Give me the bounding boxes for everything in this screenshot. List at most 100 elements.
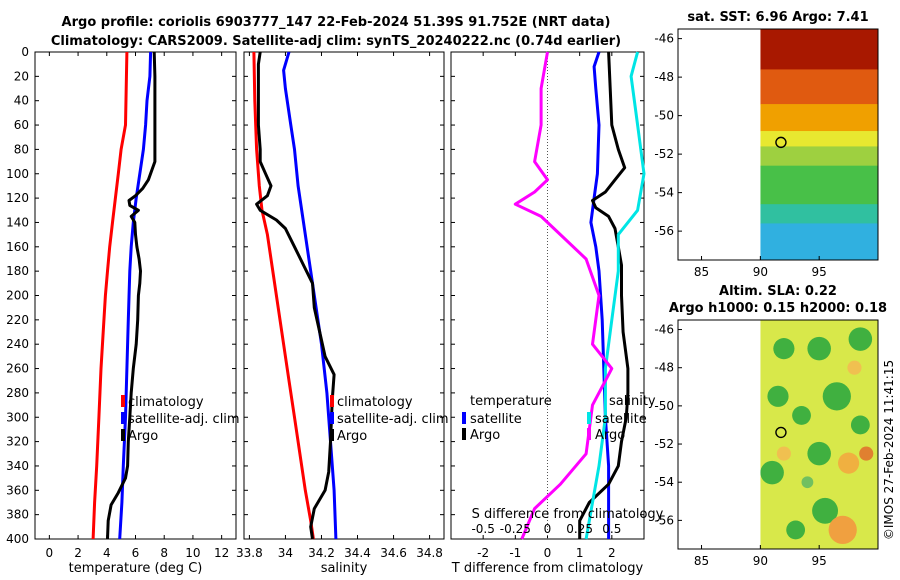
sst-map-panel: sat. SST: 6.96 Argo: 7.41 -46 -48 -50 -52 -54… — [654, 10, 879, 279]
differences-xtick-label: -1 — [509, 546, 521, 560]
legend-swatch — [587, 412, 591, 424]
depth-tick-label: 200 — [6, 289, 29, 303]
sla-map-ytick-label: -56 — [654, 513, 674, 527]
sla-map-argo-marker — [775, 426, 787, 439]
depth-tick-label: 0 — [21, 45, 29, 59]
sla-map-panel: Altim. SLA: 0.22 Argo h1000: 0.15 h2000: … — [654, 284, 887, 568]
diff-legend-t-1: Argo — [470, 428, 500, 443]
sla-map-blob — [848, 327, 873, 351]
sla-map-ytick-label: -48 — [654, 361, 674, 375]
sla-map-title-1: Argo h1000: 0.15 h2000: 0.18 — [669, 301, 887, 316]
diff-s-tick-label: -0.5 — [471, 522, 494, 536]
sst-map-band — [760, 204, 878, 225]
depth-tick-label: 80 — [14, 142, 29, 156]
legend-swatch — [587, 428, 591, 440]
sst-map-ytick-label: -52 — [654, 147, 674, 161]
salinity-xtick-label: 34.2 — [308, 546, 335, 560]
depth-tick-label: 240 — [6, 337, 29, 351]
temperature-xlabel: temperature (deg C) — [69, 561, 203, 576]
salinity-profile-panel: 33.8 34 34.2 34.4 34.6 34.8 salinity climatolog… — [236, 51, 449, 576]
sst-map-xtick-label: 90 — [753, 265, 768, 279]
salinity-xlabel: salinity — [321, 561, 368, 576]
legend-header-salinity: salinity — [609, 394, 656, 409]
depth-tick-label: 160 — [6, 240, 29, 254]
imos-credit: ©IMOS 27-Feb-2024 11:41:15 — [882, 360, 896, 540]
sla-map-blob — [801, 476, 814, 489]
sal-legend-2: Argo — [337, 429, 367, 444]
sla-map-blob — [838, 452, 860, 474]
differences-xtick-label: 1 — [576, 546, 584, 560]
diff-legend-s-1: Argo — [595, 428, 625, 443]
temperature-xtick-label: 10 — [185, 546, 200, 560]
depth-tick-label: 300 — [6, 410, 29, 424]
sst-map-xtick-label: 95 — [812, 265, 827, 279]
sal-series-argo — [255, 51, 336, 540]
temp-series-sat — [118, 51, 153, 540]
sst-map-band — [760, 223, 878, 260]
sla-map-ytick-label: -54 — [654, 475, 674, 489]
sst-map-band — [760, 131, 878, 148]
diff-series-t-satellite — [589, 51, 611, 539]
diff-s-tick-label: 0.5 — [602, 522, 621, 536]
differences-xtick-label: 0 — [544, 546, 552, 560]
sla-map-blob — [760, 460, 784, 485]
temp-series-clim — [91, 51, 129, 540]
depth-tick-label: 20 — [14, 69, 29, 83]
legend-swatch — [330, 429, 334, 441]
temp-series-argo — [106, 51, 157, 540]
sla-map-ytick-label: -52 — [654, 437, 674, 451]
temperature-profile-panel: 0204060801001201401601802002202402602803… — [6, 45, 240, 576]
diff-xlabel-top: S difference from climatology — [472, 507, 664, 522]
legend-swatch — [121, 395, 125, 407]
diff-s-tick-label: -0.25 — [500, 522, 531, 536]
salinity-xtick-label: 34.4 — [344, 546, 371, 560]
sal-legend-0: climatology — [337, 395, 413, 410]
depth-tick-label: 320 — [6, 435, 29, 449]
depth-tick-label: 280 — [6, 386, 29, 400]
depth-tick-label: 400 — [6, 532, 29, 546]
depth-tick-label: 220 — [6, 313, 29, 327]
sst-map-band — [760, 165, 878, 206]
sla-map-xtick-label: 90 — [753, 554, 768, 568]
diff-series-s-satellite — [584, 51, 646, 540]
diff-legend-s-0: satellite — [595, 412, 647, 427]
sla-map-ytick-label: -46 — [654, 323, 674, 337]
temperature-axes-box — [34, 51, 237, 540]
sst-map-ytick-label: -50 — [654, 109, 674, 123]
sla-map-field — [760, 320, 878, 549]
diff-series-t-argo — [578, 51, 630, 539]
salinity-xtick-label: 34.6 — [380, 546, 407, 560]
depth-tick-label: 100 — [6, 167, 29, 181]
sst-map-title-0: sat. SST: 6.96 Argo: 7.41 — [687, 10, 868, 25]
sst-map-band — [760, 146, 878, 167]
differences-xtick-label: -2 — [477, 546, 489, 560]
sst-map-band — [760, 104, 878, 133]
legend-swatch — [462, 412, 466, 424]
diff-s-tick-label: 0.25 — [566, 522, 593, 536]
salinity-xtick-label: 34 — [278, 546, 293, 560]
sla-map-blob — [859, 446, 874, 461]
temperature-xtick-label: 6 — [132, 546, 140, 560]
figure-title-line2: Climatology: CARS2009. Satellite-adj cli… — [51, 34, 621, 49]
sla-map-blob — [786, 520, 806, 540]
diff-s-tick-label: 0 — [544, 522, 552, 536]
differences-xtick-label: 2 — [608, 546, 616, 560]
temp-legend-2: Argo — [128, 429, 158, 444]
depth-tick-label: 60 — [14, 118, 29, 132]
sla-map-blob — [847, 360, 862, 375]
sla-map-blob — [812, 497, 838, 524]
legend-swatch — [330, 412, 334, 424]
differences-xlabel: T difference from climatology — [451, 561, 644, 576]
sla-map-xtick-label: 85 — [694, 554, 709, 568]
sla-map-blob — [822, 382, 851, 411]
legend-header-temperature: temperature — [470, 394, 552, 409]
sla-map-blob — [773, 338, 795, 360]
temp-legend-0: climatology — [128, 395, 204, 410]
temperature-xtick-label: 0 — [46, 546, 54, 560]
temperature-xtick-label: 8 — [160, 546, 168, 560]
legend-swatch — [121, 412, 125, 424]
sla-map-blob — [807, 336, 831, 361]
sst-map-ytick-label: -48 — [654, 70, 674, 84]
depth-tick-label: 180 — [6, 264, 29, 278]
